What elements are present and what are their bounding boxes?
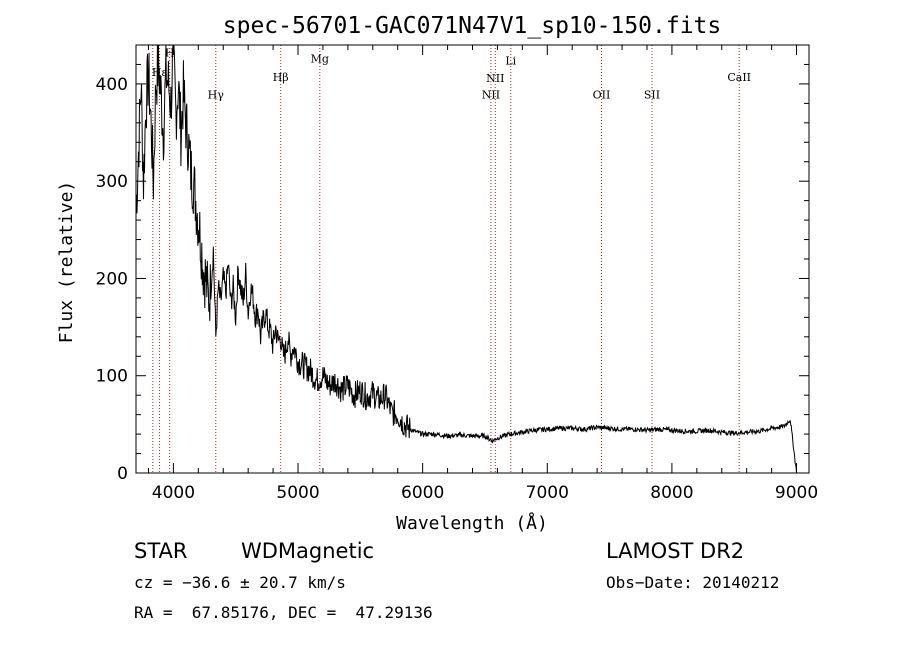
x-tick-label-5: 9000	[775, 483, 818, 503]
survey-name: LAMOST DR2	[606, 539, 745, 563]
object-class: STAR	[134, 539, 188, 563]
coordinates-ra-dec: RA = 67.85176, DEC = 47.29136	[134, 603, 433, 622]
line-annotation-0: Hε	[152, 66, 168, 79]
spectrum-series-line	[135, 44, 797, 474]
observation-date: Obs−Date: 20140212	[606, 573, 780, 592]
y-tick-label-0: 0	[117, 464, 128, 484]
x-tick-label-2: 6000	[401, 483, 444, 503]
x-tick-label-4: 8000	[650, 483, 693, 503]
line-annotation-1: H	[165, 47, 175, 60]
line-annotation-4: Mg	[311, 53, 329, 66]
y-axis-label: Flux (relative)	[56, 181, 77, 344]
line-annotation-6: NII	[482, 89, 500, 102]
line-annotation-9: SII	[644, 89, 660, 102]
line-annotation-7: Li	[505, 54, 516, 67]
line-annotation-8: OII	[593, 89, 611, 102]
plot-frame	[135, 44, 810, 474]
redshift-cz: cz = −36.6 ± 20.7 km/s	[134, 573, 346, 592]
y-tick-label-4: 400	[96, 75, 128, 95]
line-annotation-5: NII	[486, 72, 504, 85]
x-tick-label-0: 4000	[152, 483, 195, 503]
y-tick-label-1: 100	[96, 367, 128, 387]
y-axis: 0 100 200 300 400	[96, 44, 809, 484]
line-annotation-3: Hβ	[273, 71, 289, 84]
line-annotation-10: CaII	[727, 71, 751, 84]
line-annotation-2: Hγ	[208, 89, 225, 102]
x-axis: 4000 5000 6000 7000 8000 9000	[147, 45, 818, 503]
object-subclass: WDMagnetic	[241, 539, 375, 563]
y-tick-label-3: 300	[96, 172, 128, 192]
x-tick-label-3: 7000	[526, 483, 569, 503]
line-markers	[152, 45, 740, 473]
x-tick-label-1: 5000	[276, 483, 319, 503]
chart-title: spec-56701-GAC071N47V1_sp10-150.fits	[223, 13, 722, 39]
x-axis-label: Wavelength (Å)	[396, 512, 548, 534]
y-tick-label-2: 200	[96, 269, 128, 289]
